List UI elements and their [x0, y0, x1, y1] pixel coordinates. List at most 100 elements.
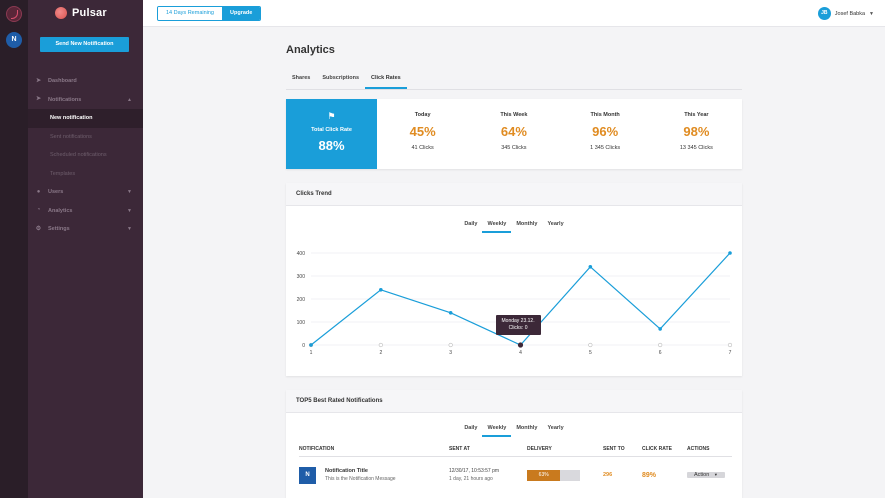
tabs-divider [286, 89, 742, 90]
data-point [658, 327, 662, 331]
sidebar-item-label: Users [48, 189, 64, 196]
y-tick-label: 300 [297, 274, 306, 280]
flag-icon: ⚑ [327, 111, 336, 121]
total-click-rate-value: 88% [318, 138, 345, 153]
stat-this-year: This Year 98% 13 345 Clicks [651, 99, 742, 169]
actions-cell: Action ▼ [687, 468, 725, 482]
app-switcher-icon[interactable]: N [6, 32, 22, 48]
total-click-rate: ⚑ Total Click Rate 88% [286, 99, 377, 169]
tab-monthly[interactable]: Monthly [516, 221, 538, 227]
sidebar-item-dashboard[interactable]: ➤ Dashboard [28, 72, 143, 91]
stat-percent: 64% [500, 124, 527, 139]
app-rail: N [0, 0, 28, 498]
stat-clicks: 13 345 Clicks [679, 145, 713, 151]
stat-label: Today [414, 112, 431, 118]
send-new-notification-button[interactable]: Send New Notification [40, 37, 129, 52]
card-title: Clicks Trend [286, 183, 742, 206]
clicks-trend-chart: 0 100 200 300 400 1 2 3 4 5 6 7 [297, 251, 733, 356]
tab-daily[interactable]: Daily [464, 425, 478, 431]
sidebar-item-notifications[interactable]: ➤ Notifications ▲ [28, 91, 143, 110]
x-axis-marker [588, 342, 593, 348]
trial-group: 14 Days Remaining Upgrade [157, 6, 262, 21]
sidebar-subitem-new-notification[interactable]: New notification [28, 109, 143, 128]
stat-percent: 96% [592, 124, 619, 139]
tab-monthly[interactable]: Monthly [516, 425, 538, 431]
x-tick-label: 6 [659, 350, 662, 356]
column-header[interactable]: CLICK RATE [642, 446, 672, 452]
x-tick-label: 2 [379, 350, 382, 356]
sidebar-subitem-scheduled-notifications[interactable]: Scheduled notifications [50, 152, 107, 159]
sidebar-item-settings[interactable]: ⚙ Settings ▼ [28, 220, 143, 239]
gear-icon: ⚙ [35, 225, 42, 232]
data-point [517, 342, 524, 348]
sidebar-subitem-templates[interactable]: Templates [50, 170, 76, 177]
brand-name: Pulsar [72, 7, 107, 19]
chevron-down-icon: ▼ [127, 189, 132, 196]
tab-shares[interactable]: Shares [292, 75, 311, 81]
x-axis-marker [378, 342, 383, 348]
brand-logo-icon [55, 7, 67, 19]
click-rate-stats: ⚑ Total Click Rate 88% Today 45% 41 Clic… [286, 99, 742, 169]
users-icon: ● [36, 188, 41, 195]
notification-message: This is the Notification Message [325, 476, 396, 482]
data-point [728, 251, 732, 255]
card-title: TOP5 Best Rated Notifications [286, 390, 742, 413]
tab-weekly[interactable]: Weekly [482, 219, 512, 233]
x-tick-label: 1 [310, 350, 313, 356]
table-row[interactable]: N Notification Title This is the Notific… [299, 464, 732, 486]
column-header: ACTIONS [687, 446, 710, 452]
data-point [309, 343, 313, 347]
tab-yearly[interactable]: Yearly [547, 221, 564, 227]
sent-to-value: 296 [603, 472, 613, 478]
sidebar-nav: ➤ Dashboard ➤ Notifications ▲ New notifi… [28, 72, 143, 239]
upgrade-button[interactable]: Upgrade [222, 7, 261, 20]
click-rate-value: 89% [642, 471, 657, 479]
column-header[interactable]: SENT AT [449, 446, 470, 452]
x-tick-label: 5 [589, 350, 592, 356]
sidebar-item-label: Notifications [48, 96, 82, 103]
tooltip-date: Monday 23.12. [501, 318, 535, 324]
x-tick-label: 7 [729, 350, 732, 356]
x-axis-marker [727, 342, 733, 348]
notification-cell: N Notification Title This is the Notific… [299, 466, 449, 484]
sidebar: Pulsar Send New Notification ➤ Dashboard… [28, 0, 143, 498]
data-point [588, 265, 593, 269]
user-name: Josef Babka [834, 10, 866, 17]
x-tick-label: 3 [449, 350, 452, 356]
top5-card: TOP5 Best Rated Notifications Daily Week… [286, 390, 742, 498]
sidebar-item-label: Analytics [48, 207, 73, 214]
pulsar-logo-icon[interactable] [6, 6, 22, 22]
tab-daily[interactable]: Daily [464, 221, 478, 227]
column-header[interactable]: SENT TO [603, 446, 625, 452]
sidebar-item-users[interactable]: ● Users ▼ [28, 183, 143, 202]
stat-clicks: 1 345 Clicks [590, 145, 621, 151]
delivery-bar-fill: 63% [527, 469, 561, 481]
stat-this-week: This Week 64% 345 Clicks [468, 99, 559, 169]
top5-period-tabs: Daily Weekly Monthly Yearly [286, 423, 742, 437]
tab-yearly[interactable]: Yearly [547, 425, 564, 431]
x-axis-marker [448, 342, 453, 348]
send-icon: ➤ [35, 96, 42, 103]
sidebar-item-analytics[interactable]: ◔ Analytics ▼ [28, 202, 143, 221]
sidebar-subitem-sent-notifications[interactable]: Sent notifications [50, 133, 92, 140]
stat-label: This Month [590, 112, 620, 118]
data-point [448, 311, 453, 315]
y-tick-label: 0 [302, 343, 305, 349]
stat-clicks: 345 Clicks [501, 145, 527, 151]
sent-at-ago: 1 day, 21 hours ago [449, 476, 493, 482]
column-header[interactable]: DELIVERY [527, 446, 552, 452]
tab-weekly[interactable]: Weekly [482, 423, 512, 437]
notification-app-icon: N [299, 466, 316, 484]
brand[interactable]: Pulsar [55, 7, 107, 19]
user-menu[interactable]: JB Josef Babka ▼ [817, 7, 874, 20]
chevron-up-icon: ▲ [127, 96, 132, 103]
trend-period-tabs: Daily Weekly Monthly Yearly [286, 219, 742, 233]
action-dropdown[interactable]: Action ▼ [687, 472, 725, 478]
column-header[interactable]: NOTIFICATION [299, 446, 335, 452]
tooltip-value: Clicks: 0 [508, 325, 528, 331]
tab-click-rates[interactable]: Click Rates [365, 72, 407, 89]
stat-label: This Week [500, 112, 528, 118]
tab-subscriptions[interactable]: Subscriptions [322, 75, 360, 81]
data-point [379, 288, 383, 292]
avatar: JB [817, 7, 831, 20]
